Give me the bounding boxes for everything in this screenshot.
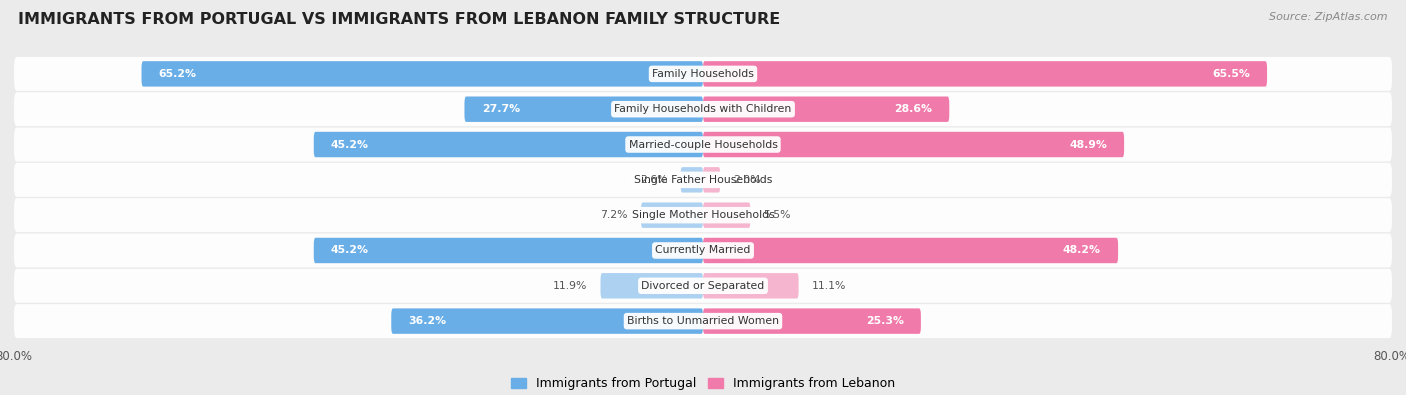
FancyBboxPatch shape	[681, 167, 703, 192]
FancyBboxPatch shape	[14, 57, 1392, 91]
FancyBboxPatch shape	[641, 203, 703, 228]
FancyBboxPatch shape	[703, 308, 921, 334]
FancyBboxPatch shape	[600, 273, 703, 299]
Text: 11.1%: 11.1%	[811, 281, 846, 291]
Text: 25.3%: 25.3%	[866, 316, 904, 326]
FancyBboxPatch shape	[14, 304, 1392, 338]
Text: 65.5%: 65.5%	[1212, 69, 1250, 79]
FancyBboxPatch shape	[314, 238, 703, 263]
Text: 5.5%: 5.5%	[763, 210, 790, 220]
FancyBboxPatch shape	[703, 203, 751, 228]
Text: Source: ZipAtlas.com: Source: ZipAtlas.com	[1270, 12, 1388, 22]
Text: Single Father Households: Single Father Households	[634, 175, 772, 185]
FancyBboxPatch shape	[14, 128, 1392, 162]
Text: 27.7%: 27.7%	[482, 104, 520, 114]
Text: Divorced or Separated: Divorced or Separated	[641, 281, 765, 291]
Text: Single Mother Households: Single Mother Households	[631, 210, 775, 220]
FancyBboxPatch shape	[142, 61, 703, 87]
FancyBboxPatch shape	[464, 96, 703, 122]
Text: 28.6%: 28.6%	[894, 104, 932, 114]
Legend: Immigrants from Portugal, Immigrants from Lebanon: Immigrants from Portugal, Immigrants fro…	[506, 372, 900, 395]
FancyBboxPatch shape	[314, 132, 703, 157]
Text: 45.2%: 45.2%	[330, 139, 368, 150]
FancyBboxPatch shape	[703, 167, 720, 192]
FancyBboxPatch shape	[14, 163, 1392, 197]
FancyBboxPatch shape	[14, 92, 1392, 126]
FancyBboxPatch shape	[703, 96, 949, 122]
Text: Married-couple Households: Married-couple Households	[628, 139, 778, 150]
FancyBboxPatch shape	[14, 269, 1392, 303]
Text: 2.0%: 2.0%	[733, 175, 761, 185]
Text: Family Households: Family Households	[652, 69, 754, 79]
FancyBboxPatch shape	[703, 238, 1118, 263]
Text: Currently Married: Currently Married	[655, 245, 751, 256]
FancyBboxPatch shape	[703, 273, 799, 299]
Text: 7.2%: 7.2%	[600, 210, 628, 220]
Text: 48.2%: 48.2%	[1063, 245, 1101, 256]
Text: Births to Unmarried Women: Births to Unmarried Women	[627, 316, 779, 326]
FancyBboxPatch shape	[703, 132, 1125, 157]
Text: 2.6%: 2.6%	[640, 175, 668, 185]
FancyBboxPatch shape	[14, 233, 1392, 267]
Text: 48.9%: 48.9%	[1069, 139, 1107, 150]
FancyBboxPatch shape	[391, 308, 703, 334]
Text: 45.2%: 45.2%	[330, 245, 368, 256]
Text: 65.2%: 65.2%	[159, 69, 197, 79]
FancyBboxPatch shape	[14, 198, 1392, 232]
Text: 36.2%: 36.2%	[409, 316, 447, 326]
Text: Family Households with Children: Family Households with Children	[614, 104, 792, 114]
FancyBboxPatch shape	[703, 61, 1267, 87]
Text: IMMIGRANTS FROM PORTUGAL VS IMMIGRANTS FROM LEBANON FAMILY STRUCTURE: IMMIGRANTS FROM PORTUGAL VS IMMIGRANTS F…	[18, 12, 780, 27]
Text: 11.9%: 11.9%	[553, 281, 588, 291]
